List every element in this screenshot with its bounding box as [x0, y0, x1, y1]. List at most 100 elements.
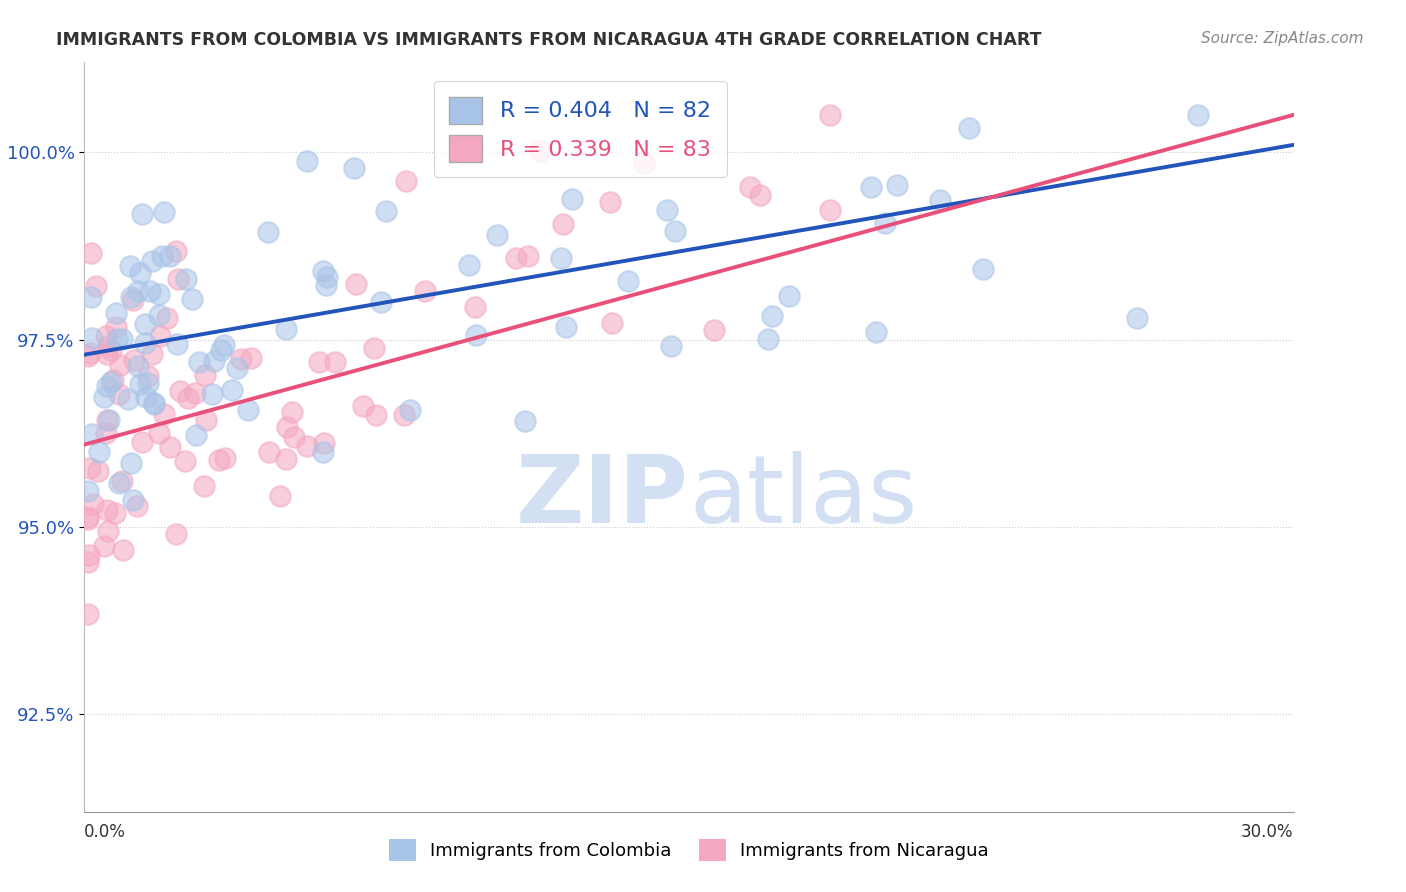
Point — [184, 427, 207, 442]
Text: ZIP: ZIP — [516, 451, 689, 543]
Point — [413, 284, 436, 298]
Point — [77, 484, 100, 499]
Point — [366, 409, 388, 423]
Point — [221, 383, 243, 397]
Point — [153, 407, 176, 421]
Point — [159, 441, 181, 455]
Point — [308, 355, 330, 369]
Point — [97, 524, 120, 538]
Point — [343, 161, 366, 176]
Point — [153, 205, 176, 219]
Point — [184, 386, 207, 401]
Point — [352, 399, 374, 413]
Point — [131, 206, 153, 220]
Point — [761, 309, 783, 323]
Point — [274, 451, 297, 466]
Point — [181, 292, 204, 306]
Point — [1187, 108, 1209, 122]
Point — [859, 180, 882, 194]
Point — [617, 274, 640, 288]
Point — [314, 436, 336, 450]
Point — [87, 445, 110, 459]
Point — [101, 373, 124, 387]
Point — [875, 215, 897, 229]
Point — [505, 251, 527, 265]
Point — [555, 320, 578, 334]
Point — [159, 250, 181, 264]
Point — [550, 251, 572, 265]
Point — [363, 341, 385, 355]
Point — [111, 475, 134, 489]
Point — [97, 339, 120, 353]
Point — [315, 277, 337, 292]
Point — [111, 543, 134, 558]
Point — [165, 244, 187, 258]
Point — [659, 339, 682, 353]
Point — [80, 246, 103, 260]
Point — [134, 317, 156, 331]
Point — [312, 445, 335, 459]
Legend: Immigrants from Colombia, Immigrants from Nicaragua: Immigrants from Colombia, Immigrants fro… — [380, 830, 998, 870]
Point — [513, 414, 536, 428]
Point — [127, 359, 149, 374]
Point — [104, 320, 127, 334]
Point — [120, 456, 142, 470]
Point — [80, 290, 103, 304]
Point — [141, 254, 163, 268]
Point — [778, 289, 800, 303]
Point — [93, 391, 115, 405]
Point — [96, 379, 118, 393]
Point — [82, 497, 104, 511]
Point — [104, 305, 127, 319]
Point — [77, 607, 100, 621]
Point — [972, 262, 994, 277]
Point — [96, 503, 118, 517]
Point — [173, 454, 195, 468]
Point — [148, 287, 170, 301]
Point — [756, 332, 779, 346]
Point — [148, 425, 170, 440]
Point — [212, 338, 235, 352]
Point — [187, 355, 209, 369]
Point — [121, 493, 143, 508]
Point — [134, 336, 156, 351]
Point — [202, 354, 225, 368]
Point — [176, 391, 198, 405]
Point — [166, 272, 188, 286]
Point — [957, 120, 980, 135]
Text: atlas: atlas — [689, 451, 917, 543]
Point — [276, 419, 298, 434]
Point — [516, 249, 538, 263]
Point — [131, 434, 153, 449]
Point — [529, 145, 551, 159]
Point — [561, 192, 583, 206]
Point — [553, 217, 575, 231]
Point — [104, 506, 127, 520]
Point — [174, 271, 197, 285]
Point — [312, 264, 335, 278]
Point — [240, 351, 263, 365]
Point — [818, 203, 841, 218]
Point — [214, 450, 236, 465]
Point — [165, 527, 187, 541]
Point — [664, 224, 686, 238]
Point — [344, 277, 367, 291]
Point — [166, 337, 188, 351]
Point — [208, 453, 231, 467]
Point — [599, 195, 621, 210]
Point — [105, 332, 128, 346]
Point — [464, 300, 486, 314]
Point — [122, 293, 145, 307]
Point — [108, 358, 131, 372]
Point — [93, 539, 115, 553]
Point — [201, 386, 224, 401]
Point — [370, 294, 392, 309]
Point — [97, 413, 120, 427]
Point — [156, 310, 179, 325]
Point — [86, 464, 108, 478]
Point — [738, 179, 761, 194]
Point — [82, 330, 104, 344]
Point — [193, 479, 215, 493]
Point — [77, 350, 100, 364]
Point — [194, 368, 217, 382]
